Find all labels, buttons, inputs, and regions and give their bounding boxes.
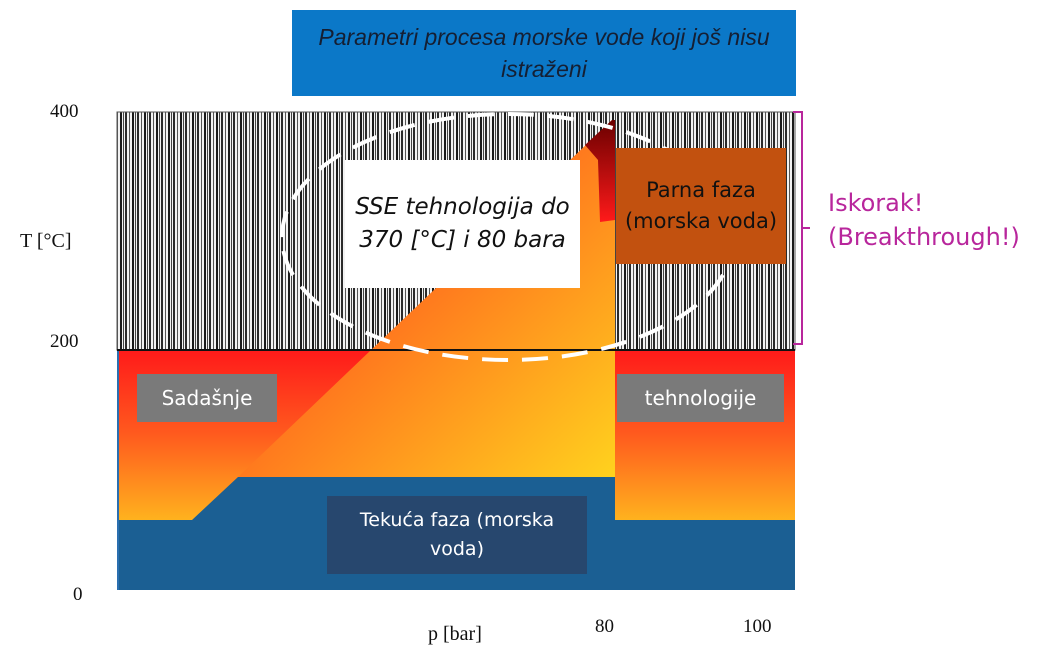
breakthrough-bracket — [793, 111, 810, 345]
x-tick-80: 80 — [595, 616, 614, 637]
x-axis-label: p [bar] — [428, 623, 482, 645]
sse-technology-label: SSE tehnologija do 370 [°C] i 80 bara — [345, 160, 580, 288]
heated-edge-left — [117, 350, 119, 590]
current-technologies-left-label: Sadašnje — [137, 374, 277, 422]
liquid-phase-text: Tekuća faza (morska voda) — [359, 509, 555, 560]
sse-technology-text: SSE tehnologija do 370 [°C] i 80 bara — [355, 194, 570, 253]
current-right-text: tehnologije — [644, 386, 757, 410]
current-technologies-right-label: tehnologije — [617, 374, 784, 422]
vapor-phase-label: Parna faza (morska voda) — [616, 148, 786, 264]
x-tick-100: 100 — [743, 616, 772, 637]
y-tick-400: 400 — [50, 101, 79, 122]
vapor-phase-text: Parna faza (morska voda) — [624, 178, 778, 233]
y-axis-label: T [°C] — [20, 230, 72, 252]
breakthrough-line2: (Breakthrough!) — [828, 223, 1020, 251]
y-tick-0: 0 — [73, 584, 83, 605]
title-box: Parametri procesa morske vode koji još n… — [292, 10, 796, 96]
title: Parametri procesa morske vode koji još n… — [318, 24, 770, 82]
current-left-text: Sadašnje — [161, 386, 253, 410]
sse-wedge-tip — [585, 120, 615, 222]
liquid-phase-label: Tekuća faza (morska voda) — [327, 496, 587, 574]
breakthrough-line1: Iskorak! — [828, 189, 924, 217]
breakthrough-annotation: Iskorak! (Breakthrough!) — [828, 186, 1020, 254]
y-tick-200: 200 — [50, 331, 79, 352]
